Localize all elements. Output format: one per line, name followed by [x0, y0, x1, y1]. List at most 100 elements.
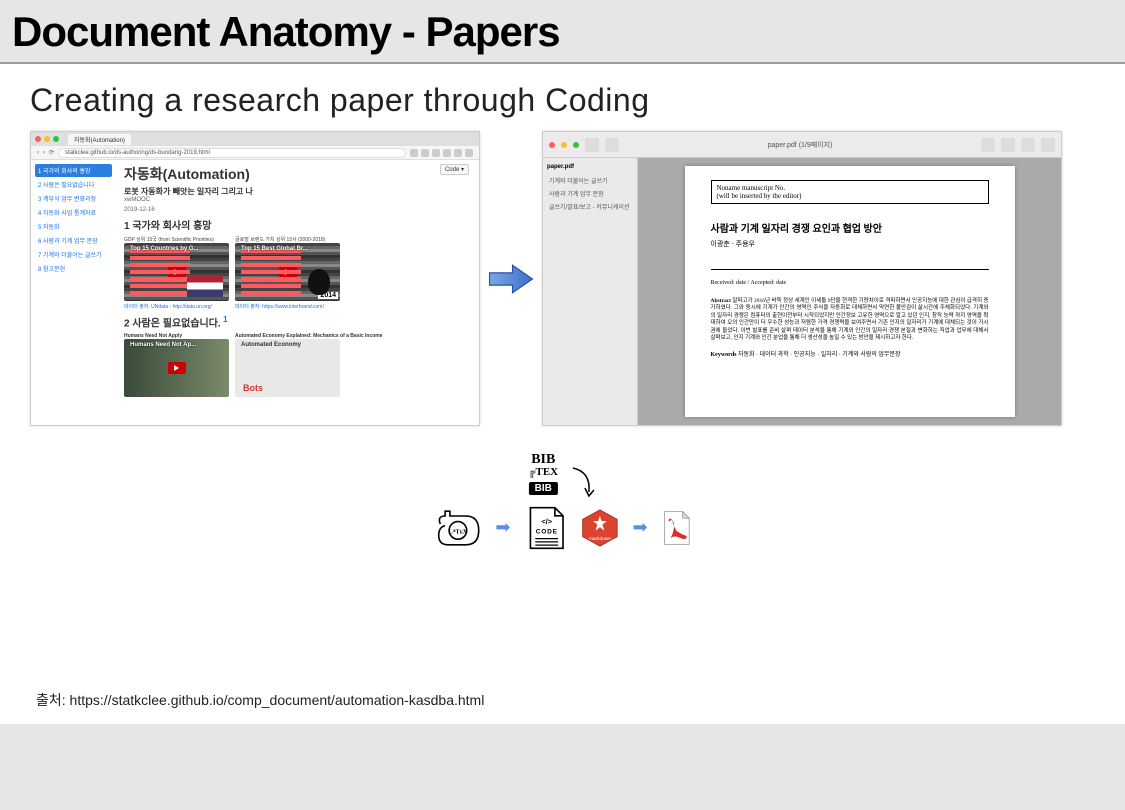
pdf-outline: paper.pdf 기계와 더불어는 글쓰기 사람과 기계 업무 분장 글쓰기/… — [543, 158, 638, 425]
ext-icon — [443, 149, 451, 157]
video-thumb: Automated Economy Bots — [235, 339, 340, 397]
thumb-label: Top 15 Best Global Br... — [241, 246, 308, 252]
toc-item: 4 자동화 사업 통계자료 — [35, 206, 112, 219]
browser-tab: 자동화(Automation) — [68, 134, 131, 145]
bib-chip: BIB — [529, 482, 558, 495]
video-thumb: Humans Need Not Ap... — [124, 339, 229, 397]
data-source: 데이터 출처: UNdata - http://data.un.org/ — [124, 303, 229, 310]
pdf-canvas: Noname manuscript No. (will be inserted … — [638, 158, 1061, 425]
svg-text:markdown: markdown — [589, 536, 611, 542]
pdf-page: Noname manuscript No. (will be inserted … — [685, 166, 1015, 417]
max-dot — [53, 136, 59, 142]
chart-caption: 글로벌 브랜드 가치 상위 15사 (2000-2018) — [235, 236, 340, 243]
arrow-right-icon — [488, 261, 534, 297]
pdf-body: paper.pdf 기계와 더불어는 글쓰기 사람과 기계 업무 분장 글쓰기/… — [543, 158, 1061, 425]
ext-icon — [454, 149, 462, 157]
close-dot — [549, 142, 555, 148]
paper-title: 사람과 기계 일자리 경쟁 요인과 협업 방안 — [711, 220, 989, 235]
svg-text:</>: </> — [541, 517, 552, 526]
outline-item: 글쓰기/발표/보고 - 커뮤니케이션 — [547, 200, 633, 213]
play-icon — [168, 362, 186, 374]
paper-dates: Received: date / Accepted: date — [711, 280, 989, 286]
video-thumb: Top 15 Best Global Br... 2014 — [235, 243, 340, 301]
doc-main: 자동화(Automation) 로봇 자동화가 빼앗는 일자리 그리고 나 xw… — [116, 160, 479, 425]
chart-caption: GDP 상위 15국 (from Scientific Priorities) — [124, 236, 229, 243]
markdown-icon: markdown — [581, 509, 619, 547]
min-dot — [561, 142, 567, 148]
play-icon — [279, 266, 297, 278]
reload-icon: ⟳ — [49, 149, 54, 156]
close-dot — [35, 136, 41, 142]
url-field: statkclee.github.io/ds-authoring/ds-bund… — [58, 148, 406, 158]
screenshots-row: 자동화(Automation) ‹ › ⟳ statkclee.github.i… — [30, 131, 1095, 426]
sidebar-icon — [585, 138, 599, 152]
arrow-down-icon — [569, 466, 597, 500]
ext-icon — [421, 149, 429, 157]
browser-tabs: 자동화(Automation) — [31, 132, 479, 146]
code-button: Code ▾ — [440, 164, 469, 175]
markup-icon — [1021, 138, 1035, 152]
outline-item: 기계와 더불어는 글쓰기 — [547, 174, 633, 187]
toc-item: 1 국가와 회사의 홍망 — [35, 164, 112, 177]
nav-fwd-icon: › — [43, 150, 45, 156]
keywords: Keywords 자동화 · 데이터 과학 · 인공지능 · 일자리 · 기계와… — [711, 349, 989, 358]
doc-author: xwMOOC — [124, 197, 471, 203]
toc-item: 5 자동화 — [35, 220, 112, 233]
toc-item: 2 사람은 필요없습니다 — [35, 178, 112, 191]
doc-title: 자동화(Automation) — [124, 164, 471, 184]
browser-screenshot: 자동화(Automation) ‹ › ⟳ statkclee.github.i… — [30, 131, 480, 426]
pdf-window-title: paper.pdf (1/9페이지) — [625, 140, 975, 150]
toc-item: 7 기계와 더불어는 글쓰기 — [35, 248, 112, 261]
arrow-right-icon: ➡ — [633, 517, 648, 538]
toc-sidebar: 1 국가와 회사의 홍망 2 사람은 필요없습니다 3 계부식 업무 변화과정 … — [31, 160, 116, 425]
slide-content: Creating a research paper through Coding… — [0, 64, 1125, 724]
nav-back-icon: ‹ — [37, 150, 39, 156]
source-citation: 출처: https://statkclee.github.io/comp_doc… — [36, 690, 484, 710]
toc-item: 3 계부식 업무 변화과정 — [35, 192, 112, 205]
manuscript-header: Noname manuscript No. (will be inserted … — [711, 180, 989, 204]
search-icon — [1041, 138, 1055, 152]
video-thumb: Top 15 Countries by G... — [124, 243, 229, 301]
play-icon — [168, 266, 186, 278]
edit-icon — [981, 138, 995, 152]
ext-icon — [410, 149, 418, 157]
toc-item: 6 사람과 기계 업무 분장 — [35, 234, 112, 247]
subtitle: Creating a research paper through Coding — [30, 82, 1095, 119]
page-title: Document Anatomy - Papers — [12, 8, 1113, 56]
latex-icon: LᴬTᴇX — [433, 507, 481, 549]
pdf-toolbar: paper.pdf (1/9페이지) — [543, 132, 1061, 158]
min-dot — [44, 136, 50, 142]
thumb-label: Top 15 Countries by G... — [130, 246, 199, 252]
bots-label: Bots — [243, 383, 263, 393]
svg-text:CODE: CODE — [535, 528, 557, 535]
url-bar: ‹ › ⟳ statkclee.github.io/ds-authoring/d… — [31, 146, 479, 160]
pdf-viewer-screenshot: paper.pdf (1/9페이지) paper.pdf 기계와 더불어는 글쓰… — [542, 131, 1062, 426]
thumb-label: Humans Need Not Ap... — [130, 342, 196, 348]
max-dot — [573, 142, 579, 148]
ext-icon — [465, 149, 473, 157]
section-heading: 2 사람은 필요없습니다. 1 — [124, 314, 471, 329]
pipeline-row: LᴬTᴇX ➡ </> CODE markdown ➡ — [433, 506, 691, 550]
manuscript-line: (will be inserted by the editor) — [717, 192, 983, 200]
data-source: 데이터 출처: https://www.interbrand.com/ — [235, 303, 340, 310]
outline-item: 사람과 기계 업무 분장 — [547, 187, 633, 200]
browser-body: 1 국가와 회사의 홍망 2 사람은 필요없습니다 3 계부식 업무 변화과정 … — [31, 160, 479, 425]
ext-icon — [432, 149, 440, 157]
pdf-icon — [662, 510, 692, 546]
year-badge: 2014 — [318, 292, 338, 299]
toc-item: 8 참고문헌 — [35, 262, 112, 275]
doc-date: 2019-12-16 — [124, 207, 471, 213]
workflow-pipeline: BIB╔TEX BIB LᴬTᴇX ➡ </> CODE — [433, 454, 691, 550]
ext-icons — [410, 149, 473, 157]
manuscript-line: Noname manuscript No. — [717, 184, 983, 192]
bibtex-icon: BIB╔TEX BIB — [528, 454, 558, 496]
code-icon: </> CODE — [525, 506, 567, 550]
bottom-strip — [0, 750, 1125, 810]
title-bar: Document Anatomy - Papers — [0, 0, 1125, 64]
abstract: Abstract 알파고가 2016년 바둑 정상 세계인 이세돌 9단을 현격… — [711, 298, 989, 343]
doc-subtitle: 로봇 자동화가 빼앗는 일자리 그리고 나 — [124, 186, 471, 197]
svg-text:LᴬTᴇX: LᴬTᴇX — [448, 528, 467, 535]
zoom-icon — [605, 138, 619, 152]
thumb-label: Automated Economy — [241, 342, 301, 348]
source-url: https://statkclee.github.io/comp_documen… — [70, 692, 485, 708]
